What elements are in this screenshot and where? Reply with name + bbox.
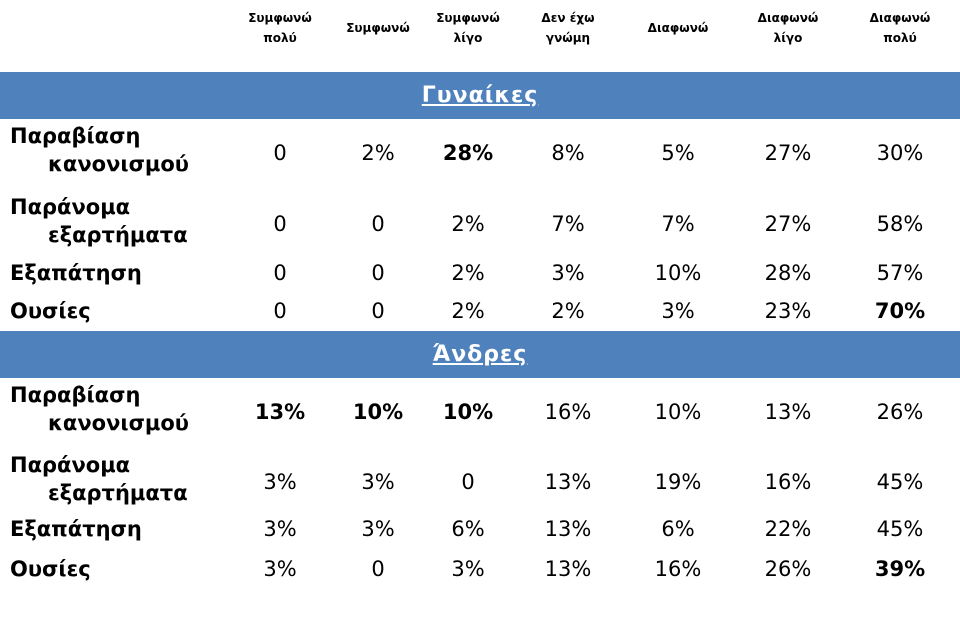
table-cell: 45%: [876, 517, 924, 541]
row-label: Παραβίαση κανονισμού: [10, 381, 189, 437]
row-label-line: Ουσίες: [10, 299, 91, 323]
table-cell: 26%: [764, 557, 812, 581]
table-cell: 26%: [876, 400, 924, 424]
column-header-line: Συμφωνώ: [248, 11, 312, 25]
table-cell: 70%: [874, 299, 926, 323]
table-cell: 3%: [551, 261, 585, 285]
table-cell: 3%: [263, 470, 297, 494]
column-header-line: [628, 38, 728, 58]
table-cell: 16%: [544, 400, 592, 424]
table-cell: 13%: [544, 470, 592, 494]
table-cell: 0: [371, 557, 385, 581]
column-header-line: Συμφωνώ: [346, 21, 410, 35]
column-header-line: λίγο: [453, 31, 483, 45]
table-cell: 0: [273, 212, 287, 236]
row-label: Παράνομα εξαρτήματα: [10, 193, 188, 249]
column-header-line: [328, 38, 428, 58]
section-title: Άνδρες: [0, 331, 960, 378]
table-cell: 16%: [654, 557, 702, 581]
table-cell: 16%: [764, 470, 812, 494]
table-cell: 2%: [551, 299, 585, 323]
table-cell: 27%: [764, 212, 812, 236]
table-cell: 10%: [654, 261, 702, 285]
column-header: Διαφωνώ: [628, 18, 728, 58]
table-cell: 19%: [654, 470, 702, 494]
column-header: Διαφωνώ πολύ: [850, 8, 950, 48]
row-label-line: Εξαπάτηση: [10, 517, 142, 541]
table-cell: 3%: [361, 517, 395, 541]
row-label-line: Παράνομα: [10, 453, 131, 477]
table-cell: 2%: [451, 299, 485, 323]
row-label: Ουσίες: [10, 297, 91, 325]
table-cell: 39%: [874, 557, 926, 581]
row-label: Παράνομα εξαρτήματα: [10, 451, 188, 507]
column-header-line: Συμφωνώ: [436, 11, 500, 25]
table-cell: 2%: [361, 141, 395, 165]
table-cell: 0: [371, 299, 385, 323]
table-cell: 0: [461, 470, 475, 494]
table-cell: 3%: [661, 299, 695, 323]
table-cell: 3%: [263, 517, 297, 541]
table-cell: 8%: [551, 141, 585, 165]
table-cell: 2%: [451, 212, 485, 236]
table-cell: 10%: [654, 400, 702, 424]
column-header-line: Διαφωνώ: [647, 21, 709, 35]
column-header-line: πολύ: [263, 31, 297, 45]
row-label-line: Εξαπάτηση: [10, 261, 142, 285]
row-label-line: Παράνομα: [10, 195, 131, 219]
section-title: Γυναίκες: [0, 72, 960, 119]
column-header-line: λίγο: [773, 31, 803, 45]
column-header: Συμφωνώ λίγο: [418, 8, 518, 48]
column-header-line: γνώμη: [545, 31, 591, 45]
table-cell: 10%: [352, 400, 404, 424]
table-cell: 0: [371, 261, 385, 285]
table-cell: 27%: [764, 141, 812, 165]
table-cell: 6%: [661, 517, 695, 541]
column-header-line: Δεν έχω: [541, 11, 595, 25]
column-header-line: Διαφωνώ: [757, 11, 819, 25]
column-header: Δεν έχω γνώμη: [518, 8, 618, 48]
row-label-line: Παραβίαση: [10, 124, 141, 148]
table-cell: 13%: [544, 557, 592, 581]
row-label-line: κανονισμού: [48, 152, 189, 176]
table-cell: 3%: [263, 557, 297, 581]
row-label: Εξαπάτηση: [10, 515, 142, 543]
table-cell: 13%: [254, 400, 306, 424]
table-cell: 13%: [544, 517, 592, 541]
column-header: Διαφωνώ λίγο: [738, 8, 838, 48]
table-cell: 3%: [361, 470, 395, 494]
table-cell: 6%: [451, 517, 485, 541]
table-cell: 0: [371, 212, 385, 236]
table-cell: 0: [273, 261, 287, 285]
table-cell: 30%: [876, 141, 924, 165]
table-cell: 23%: [764, 299, 812, 323]
table-cell: 45%: [876, 470, 924, 494]
row-label-line: εξαρτήματα: [48, 481, 188, 505]
row-label: Εξαπάτηση: [10, 259, 142, 287]
table-cell: 2%: [451, 261, 485, 285]
row-label-line: εξαρτήματα: [48, 223, 188, 247]
table-cell: 58%: [876, 212, 924, 236]
column-header-line: πολύ: [883, 31, 917, 45]
column-header: Συμφωνώ: [328, 18, 428, 58]
table-cell: 5%: [661, 141, 695, 165]
table-cell: 7%: [551, 212, 585, 236]
table-cell: 28%: [442, 141, 494, 165]
table-cell: 22%: [764, 517, 812, 541]
table-cell: 10%: [442, 400, 494, 424]
row-label: Ουσίες: [10, 555, 91, 583]
row-label: Παραβίαση κανονισμού: [10, 122, 189, 178]
table-cell: 0: [273, 299, 287, 323]
column-header: Συμφωνώ πολύ: [230, 8, 330, 48]
row-label-line: Ουσίες: [10, 557, 91, 581]
row-label-line: Παραβίαση: [10, 383, 141, 407]
table-cell: 0: [273, 141, 287, 165]
table-cell: 28%: [764, 261, 812, 285]
table-cell: 57%: [876, 261, 924, 285]
table-cell: 13%: [764, 400, 812, 424]
column-header-line: Διαφωνώ: [869, 11, 931, 25]
row-label-line: κανονισμού: [48, 411, 189, 435]
table-cell: 7%: [661, 212, 695, 236]
table-cell: 3%: [451, 557, 485, 581]
